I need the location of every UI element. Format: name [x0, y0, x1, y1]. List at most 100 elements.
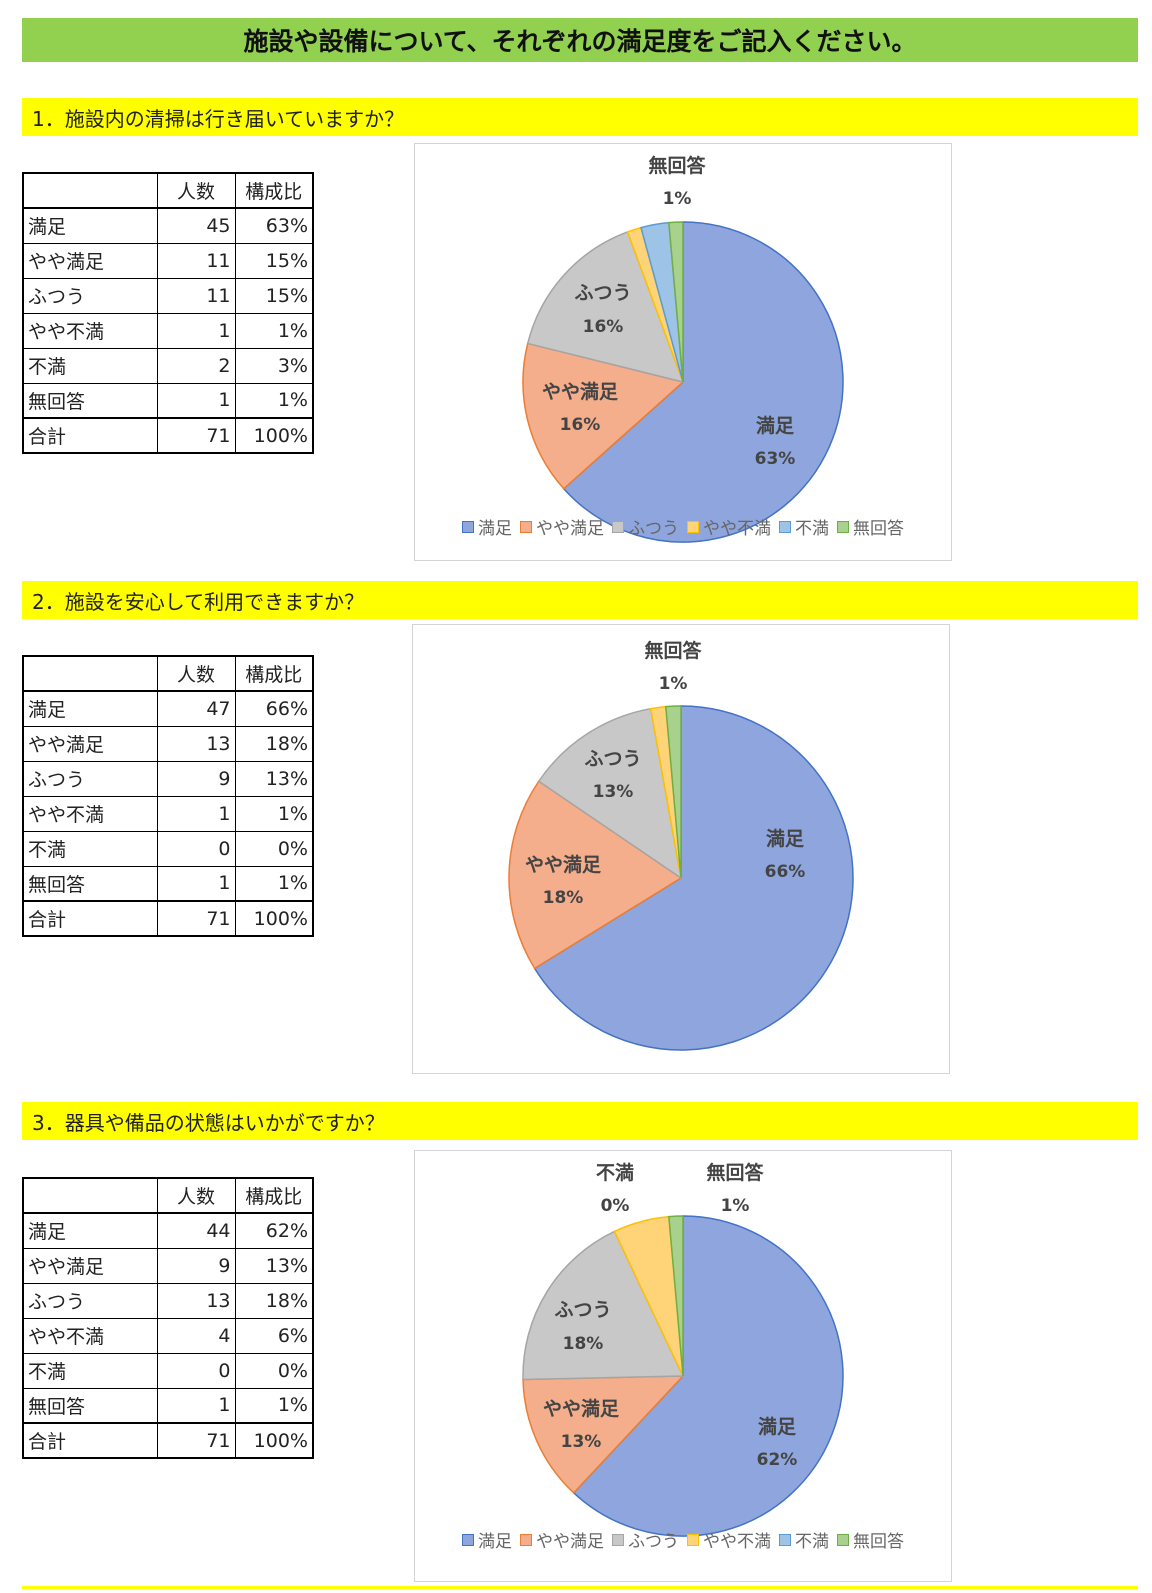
- legend-swatch: [462, 1533, 474, 1546]
- pie-slice-満足: [572, 1215, 844, 1537]
- row-ratio: 13%: [234, 760, 314, 797]
- row-count: 11: [156, 277, 236, 314]
- row-count: 0: [156, 1352, 236, 1389]
- table-q1: 人数 構成比 満足 45 63% やや満足 11 15% ふつう 11 15% やや不満 1 1%…: [22, 172, 314, 454]
- page-banner: 施設や設備について、それぞれの満足度をご記入ください。: [22, 18, 1138, 62]
- legend-label: 無回答: [853, 1532, 904, 1552]
- question-3-bar: 3．器具や備品の状態はいかがですか？: [22, 1102, 1138, 1140]
- row-label: 無回答: [22, 1387, 158, 1424]
- chart-legend: 満足 やや満足 ふつう やや不満 不満 無回答: [415, 1527, 951, 1552]
- row-count: 45: [156, 207, 236, 244]
- pie-chart-q1: 満足 63% やや満足 16% ふつう 16% 無回答 1% 満足 やや満足 ふつう やや不満 不満 無回…: [414, 143, 952, 561]
- table-row: 無回答 1 1%: [22, 382, 314, 419]
- row-label: 不満: [22, 830, 158, 867]
- slice-label-pct: 1%: [663, 189, 692, 209]
- legend-label: ふつう: [628, 1532, 679, 1552]
- table-row: 不満 2 3%: [22, 347, 314, 384]
- table-row: やや不満 1 1%: [22, 312, 314, 349]
- pie-slice-無回答: [664, 705, 682, 879]
- legend-item: 不満: [779, 514, 829, 539]
- pie-svg: 満足 62% やや満足 13% ふつう 18% 不満 0% 無回答 1%: [522, 1161, 844, 1537]
- table-total-row: 合計 71 100%: [22, 417, 314, 454]
- legend-label: 不満: [795, 519, 829, 539]
- row-count: 9: [156, 1247, 236, 1284]
- row-label: ふつう: [22, 1282, 158, 1319]
- header-blank: [22, 655, 158, 692]
- pie-slice-やや満足: [508, 780, 683, 970]
- row-label: やや不満: [22, 795, 158, 832]
- row-ratio: 15%: [234, 242, 314, 279]
- slice-label-pct: 13%: [593, 782, 634, 802]
- row-ratio: 13%: [234, 1247, 314, 1284]
- pie-slice-無回答: [668, 221, 684, 383]
- legend-item: やや満足: [520, 1527, 604, 1552]
- slice-label-pct: 18%: [543, 888, 584, 908]
- row-label: 不満: [22, 1352, 158, 1389]
- row-ratio: 15%: [234, 277, 314, 314]
- row-ratio: 3%: [234, 347, 314, 384]
- row-count: 1: [156, 382, 236, 419]
- slice-label-name: ふつう: [584, 748, 641, 770]
- slice-label-pct: 1%: [721, 1196, 750, 1216]
- row-ratio: 1%: [234, 382, 314, 419]
- row-label: 満足: [22, 690, 158, 727]
- pie-svg: 満足 63% やや満足 16% ふつう 16% 無回答 1%: [522, 154, 844, 543]
- row-count: 4: [156, 1317, 236, 1354]
- slice-label-name: やや満足: [542, 381, 619, 403]
- row-ratio: 18%: [234, 1282, 314, 1319]
- pie-slice-満足: [562, 221, 844, 543]
- pie-chart-q3: 満足 62% やや満足 13% ふつう 18% 不満 0% 無回答 1% 満足 やや満足 ふつう やや不満…: [414, 1150, 952, 1582]
- slice-label-name: 無回答: [648, 154, 706, 177]
- slice-label-name: 満足: [758, 1416, 797, 1438]
- table-row: やや満足 9 13%: [22, 1247, 314, 1284]
- row-ratio: 66%: [234, 690, 314, 727]
- table-total-row: 合計 71 100%: [22, 1422, 314, 1459]
- row-label: 無回答: [22, 865, 158, 902]
- header-count: 人数: [156, 655, 236, 692]
- table-row: ふつう 13 18%: [22, 1282, 314, 1319]
- pie-svg: 満足 66% やや満足 18% ふつう 13% 無回答 1%: [508, 639, 854, 1051]
- slice-label-name: 無回答: [706, 1161, 764, 1184]
- slice-label-name: やや満足: [525, 854, 602, 876]
- row-label: やや満足: [22, 1247, 158, 1284]
- header-ratio: 構成比: [234, 172, 314, 209]
- slice-label-pct: 66%: [765, 862, 806, 882]
- row-count: 1: [156, 865, 236, 902]
- pie-slice-ふつう: [537, 707, 683, 880]
- pie-slice-満足: [533, 705, 854, 1051]
- row-ratio: 1%: [234, 795, 314, 832]
- legend-label: やや不満: [703, 1532, 771, 1552]
- legend-item: やや不満: [687, 514, 771, 539]
- total-label: 合計: [22, 1422, 158, 1459]
- row-ratio: 1%: [234, 1387, 314, 1424]
- row-count: 13: [156, 725, 236, 762]
- row-label: やや不満: [22, 1317, 158, 1354]
- table-q2: 人数 構成比 満足 47 66% やや満足 13 18% ふつう 9 13% やや不満 1 1% …: [22, 655, 314, 937]
- pie-chart-q2: 満足 66% やや満足 18% ふつう 13% 無回答 1%: [412, 624, 950, 1074]
- question-1-bar: 1．施設内の清掃は行き届いていますか？: [22, 98, 1138, 136]
- row-count: 1: [156, 795, 236, 832]
- slice-label-pct: 13%: [561, 1432, 602, 1452]
- legend-swatch: [837, 520, 849, 533]
- header-blank: [22, 172, 158, 209]
- pie-slice-無回答: [668, 1215, 684, 1377]
- row-count: 44: [156, 1212, 236, 1249]
- header-blank: [22, 1177, 158, 1214]
- table-q3: 人数 構成比 満足 44 62% やや満足 9 13% ふつう 13 18% やや不満 4 6% …: [22, 1177, 314, 1459]
- table-row: 不満 0 0%: [22, 830, 314, 867]
- total-label: 合計: [22, 900, 158, 937]
- legend-label: やや不満: [703, 519, 771, 539]
- slice-label-pct: 1%: [659, 674, 688, 694]
- legend-label: やや満足: [536, 519, 604, 539]
- slice-label-name: 無回答: [644, 639, 702, 662]
- row-label: 満足: [22, 1212, 158, 1249]
- legend-label: ふつう: [628, 519, 679, 539]
- total-ratio: 100%: [234, 417, 314, 454]
- legend-label: 満足: [478, 519, 512, 539]
- slice-label-name: 不満: [596, 1162, 634, 1184]
- legend-swatch: [462, 520, 474, 533]
- pie-slice-やや満足: [522, 342, 685, 490]
- row-ratio: 6%: [234, 1317, 314, 1354]
- row-count: 1: [156, 1387, 236, 1424]
- table-row: やや不満 4 6%: [22, 1317, 314, 1354]
